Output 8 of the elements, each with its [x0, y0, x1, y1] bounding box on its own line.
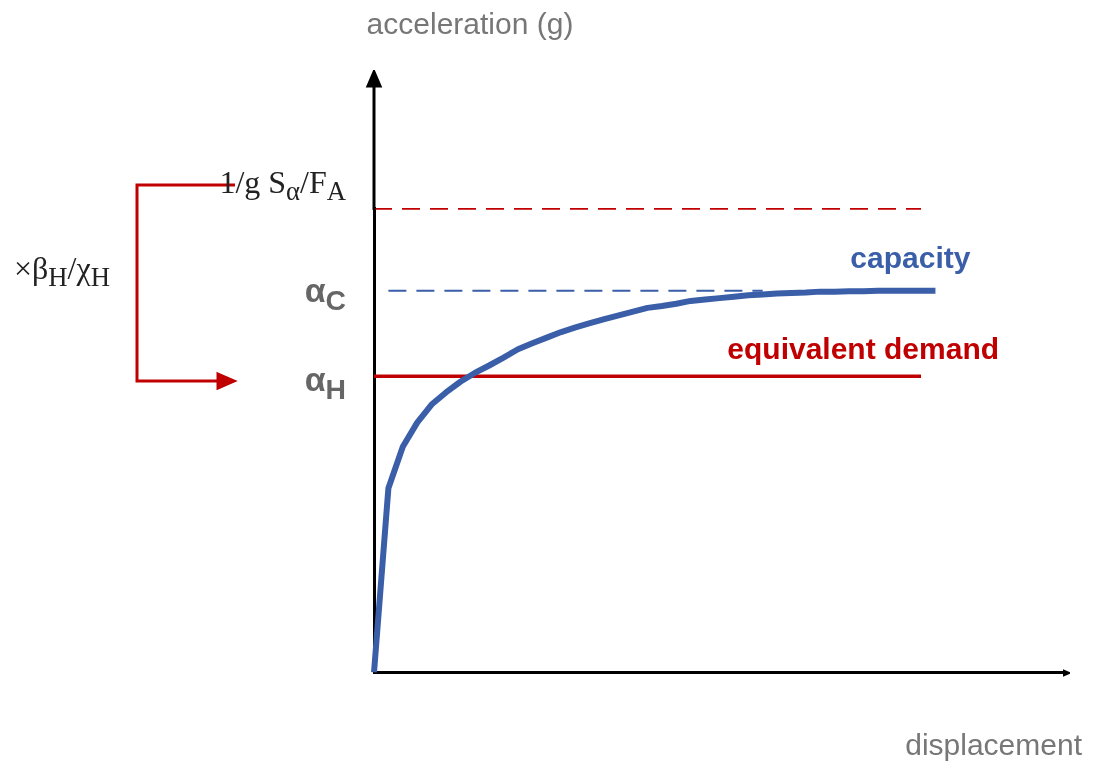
text: α$_{H}$ [304, 360, 346, 406]
series-label: equivalent demand [727, 332, 1000, 366]
x-axis-title: displacement [905, 728, 1082, 762]
text: acceleration (g) [366, 7, 574, 41]
text: ×β$_{H}$/χ$_{H}$ [14, 250, 110, 294]
text: 1/g S$_{α}$/F$_{A}$ [219, 164, 346, 208]
text: α$_{C}$ [304, 271, 346, 317]
series-label: capacity [850, 240, 971, 274]
